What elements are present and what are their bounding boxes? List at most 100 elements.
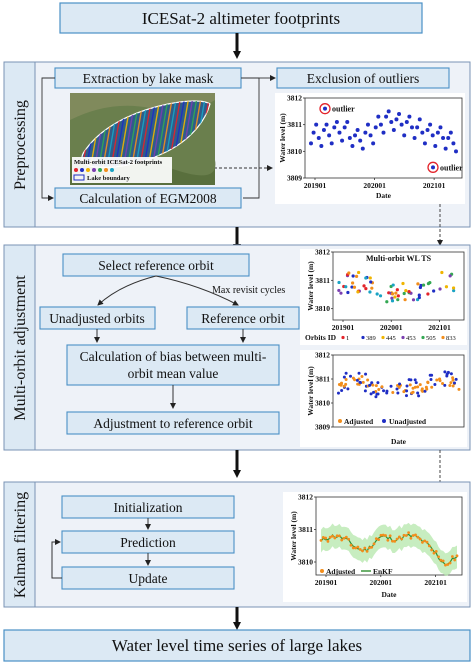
data-point bbox=[337, 130, 342, 135]
adjusted-point bbox=[414, 533, 417, 537]
adjusted-point bbox=[453, 558, 457, 562]
orbit-point bbox=[438, 287, 442, 291]
adjusted-point bbox=[331, 534, 334, 538]
orbit-point bbox=[390, 292, 395, 296]
data-point bbox=[365, 122, 370, 127]
enkf-uncertainty-band bbox=[321, 522, 457, 577]
adjusted-point bbox=[371, 383, 375, 387]
map-legend-dot bbox=[98, 168, 102, 172]
data-point bbox=[368, 133, 373, 138]
data-point bbox=[433, 144, 438, 148]
data-point bbox=[451, 141, 456, 146]
adjusted-point bbox=[408, 383, 412, 387]
data-point bbox=[420, 130, 425, 135]
adjusted-point bbox=[391, 539, 394, 543]
adjusted-point bbox=[448, 384, 452, 388]
y-tick-label: 3810 bbox=[315, 399, 330, 408]
data-point bbox=[358, 138, 363, 143]
unadjusted-point bbox=[433, 382, 437, 386]
x-tick-label: 201901 bbox=[332, 323, 355, 332]
orbit-point bbox=[362, 284, 366, 288]
adjusted-point bbox=[395, 537, 399, 541]
unadjusted-point bbox=[398, 382, 402, 386]
adjusted-point bbox=[446, 563, 450, 566]
adjusted-point bbox=[363, 546, 367, 550]
unadjusted-point bbox=[417, 394, 421, 398]
orbit-point bbox=[416, 282, 420, 286]
unadjusted-point bbox=[370, 381, 374, 385]
adjusted-point bbox=[411, 534, 415, 537]
adjusted-point bbox=[349, 543, 353, 547]
data-point bbox=[415, 125, 420, 130]
connector-to-reference bbox=[155, 275, 239, 306]
exclusion-label: Exclusion of outliers bbox=[307, 71, 419, 86]
unadjusted-point bbox=[363, 389, 367, 393]
icesat-footprints-box bbox=[59, 2, 423, 34]
adjusted-point bbox=[374, 384, 378, 388]
prediction-label: Prediction bbox=[120, 535, 176, 550]
data-point bbox=[316, 136, 321, 140]
adjusted-point bbox=[377, 538, 381, 542]
adjusted-point bbox=[418, 383, 422, 387]
plot-area bbox=[332, 354, 465, 428]
data-point bbox=[430, 133, 435, 138]
adjusted-point bbox=[361, 380, 365, 384]
unadjusted-point bbox=[382, 389, 386, 393]
data-point bbox=[397, 112, 402, 116]
data-point bbox=[438, 125, 443, 130]
data-point bbox=[355, 128, 360, 132]
adjusted-point bbox=[344, 377, 348, 381]
data-point bbox=[417, 117, 422, 122]
adjusted-point bbox=[449, 381, 453, 385]
unadjusted-point bbox=[413, 378, 417, 382]
unadjusted-point bbox=[443, 370, 447, 374]
adjusted-point bbox=[319, 538, 323, 542]
data-point bbox=[409, 125, 414, 130]
x-axis-label: Date bbox=[391, 437, 407, 446]
adjusted-point bbox=[441, 381, 445, 385]
orbit-point bbox=[404, 289, 408, 293]
adjustment-box bbox=[66, 411, 280, 435]
orbit-point bbox=[356, 290, 360, 294]
orbit-point bbox=[390, 296, 394, 300]
orbit-point bbox=[364, 287, 368, 291]
adjusted-point bbox=[413, 385, 417, 389]
legend-label: 1 bbox=[346, 335, 349, 342]
adjusted-point bbox=[326, 539, 330, 543]
adjusted-point bbox=[335, 534, 339, 538]
egm-label: Calculation of EGM2008 bbox=[79, 191, 216, 206]
legend-title: Orbits ID bbox=[305, 333, 337, 342]
y-tick-label: 3811 bbox=[315, 375, 330, 384]
preprocessing-label-strip bbox=[3, 61, 36, 228]
adjusted-point bbox=[430, 548, 434, 552]
orbit-point bbox=[421, 283, 426, 287]
adjusted-point bbox=[416, 535, 420, 539]
adjusted-point bbox=[448, 561, 452, 565]
y-axis-label: Water level (m) bbox=[306, 366, 315, 416]
legend-adjusted: Adjusted bbox=[344, 417, 374, 426]
orbit-point bbox=[351, 281, 355, 285]
adjusted-point bbox=[409, 536, 413, 540]
adjusted-point bbox=[337, 383, 341, 387]
y-tick-label: 3811 bbox=[298, 525, 313, 534]
legend-label: 389 bbox=[366, 335, 376, 342]
orbit-point bbox=[357, 270, 361, 275]
adjusted-point bbox=[420, 387, 424, 391]
unadjusted-point bbox=[346, 387, 350, 391]
adjusted-point bbox=[342, 536, 346, 540]
unadjusted-point bbox=[340, 389, 344, 393]
adjusted-point bbox=[432, 551, 436, 555]
data-point bbox=[345, 120, 350, 124]
orbit-point bbox=[426, 281, 431, 286]
adjusted-point bbox=[377, 388, 381, 392]
legend-label: 505 bbox=[426, 335, 436, 342]
chart-title: Multi-orbit WL TS bbox=[366, 254, 432, 263]
extraction-label: Extraction by lake mask bbox=[83, 71, 214, 86]
orbit-point bbox=[411, 298, 416, 302]
reference-orbit-label: Reference orbit bbox=[201, 311, 285, 326]
adjusted-point bbox=[324, 536, 328, 540]
unadjusted-point bbox=[369, 392, 373, 396]
legend-dot bbox=[361, 335, 365, 340]
orbit-point bbox=[432, 289, 436, 293]
x-axis-label: Date bbox=[382, 590, 398, 599]
